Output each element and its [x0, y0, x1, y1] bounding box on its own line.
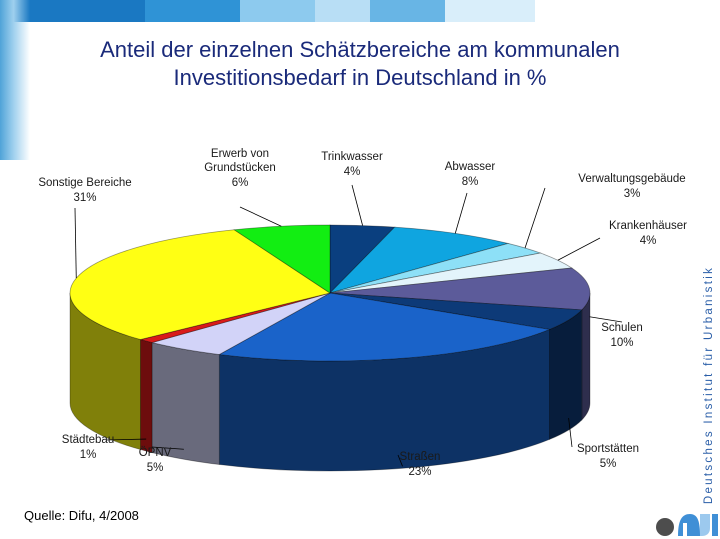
side-gradient [0, 0, 30, 160]
chart-title-line-2: Investitionsbedarf in Deutschland in % [173, 65, 547, 90]
leader-line [351, 184, 363, 226]
header-band-segment [315, 0, 370, 22]
slice-label: Trinkwasser 4% [321, 151, 383, 178]
slice-label-name: Schulen [601, 322, 643, 334]
pie-slice [329, 224, 396, 294]
slice-label: Straßen 23% [400, 451, 441, 478]
institute-name: Deutsches Institut für Urbanistik [694, 255, 720, 515]
slice-label: Städtebau 1% [62, 434, 114, 461]
slice-label-name: Krankenhäuser [609, 220, 687, 232]
pie-slice [233, 224, 331, 294]
slice-label-value: 31% [73, 192, 96, 204]
slice-label-value: 10% [610, 337, 633, 349]
leader-line [105, 438, 147, 441]
slice-label-value: 8% [462, 176, 479, 188]
slice-label: Krankenhäuser 4% [609, 220, 687, 247]
slice-label-name: Sonstige Bereiche [38, 177, 131, 189]
source-note: Quelle: Difu, 4/2008 [24, 508, 139, 523]
leader-line [589, 316, 623, 323]
slice-label-name: Grundstücken [204, 162, 276, 174]
header-band-segment [145, 0, 240, 22]
slice-label: Verwaltungsgebäude 3% [578, 173, 685, 200]
slice-label-name: Erwerb von [211, 148, 269, 160]
pie-slice [329, 252, 573, 294]
slice-labels: Trinkwasser 4% Abwasser 8% Verwaltungsgebäud… [38, 148, 687, 478]
slice-label: Sonstige Bereiche 31% [38, 177, 131, 204]
slice-label: ÖPNV 5% [139, 447, 172, 474]
leader-line [239, 206, 282, 227]
leader-line [397, 454, 403, 467]
slice-label-value: 3% [624, 188, 641, 200]
leader-line [568, 417, 573, 448]
leader-line [74, 207, 77, 279]
slice-label-name: ÖPNV [139, 447, 172, 459]
slice-label: Erwerb von Grundstücken 6% [204, 148, 276, 189]
leader-line [151, 446, 184, 450]
slice-label-value: 1% [80, 449, 97, 461]
slice-label-value: 6% [232, 177, 249, 189]
slice-label-name: Verwaltungsgebäude [578, 173, 685, 185]
leader-line [557, 237, 601, 261]
slice-label: Abwasser 8% [445, 161, 496, 188]
leader-line [454, 192, 468, 234]
pie-side [549, 308, 583, 441]
pie-sides [69, 292, 591, 472]
header-band-segment [370, 0, 445, 22]
pie-slice [138, 292, 331, 343]
header-band [0, 0, 720, 22]
pie-slice [218, 292, 551, 362]
slice-label-name: Sportstätten [577, 443, 639, 455]
institute-text: Deutsches Institut für Urbanistik [703, 265, 715, 505]
leader-line [524, 187, 546, 249]
header-band-segment [240, 0, 315, 22]
logo-u-icon [700, 514, 710, 536]
slice-label-value: 5% [147, 462, 164, 474]
pie-side [140, 339, 153, 454]
slice-label: Sportstätten 5% [577, 443, 639, 470]
pie-tops [69, 224, 591, 362]
slice-label-value: 23% [408, 466, 431, 478]
slice-label-name: Trinkwasser [321, 151, 383, 163]
pie-slice [329, 292, 583, 330]
difu-logo: difu [656, 514, 718, 536]
slice-label-name: Städtebau [62, 434, 114, 446]
pie-slice [150, 292, 331, 355]
leader-lines [74, 184, 623, 467]
pie-side [581, 292, 591, 421]
logo-arch-icon [678, 514, 700, 536]
chart-title-line-1: Anteil der einzelnen Schätzbereiche am k… [100, 37, 620, 62]
slice-label-value: 4% [344, 166, 361, 178]
slice-label-value: 4% [640, 235, 657, 247]
pie-slice [329, 243, 542, 294]
slice-label-name: Abwasser [445, 161, 496, 173]
slice-label-value: 5% [600, 458, 617, 470]
slice-label: Schulen 10% [601, 322, 643, 349]
chart-title: Anteil der einzelnen Schätzbereiche am k… [0, 36, 720, 92]
header-band-segment [0, 0, 145, 22]
header-band-segment [445, 0, 535, 22]
logo-dot-icon [656, 518, 674, 536]
pie-slice [329, 267, 591, 311]
slice-label-name: Straßen [400, 451, 441, 463]
